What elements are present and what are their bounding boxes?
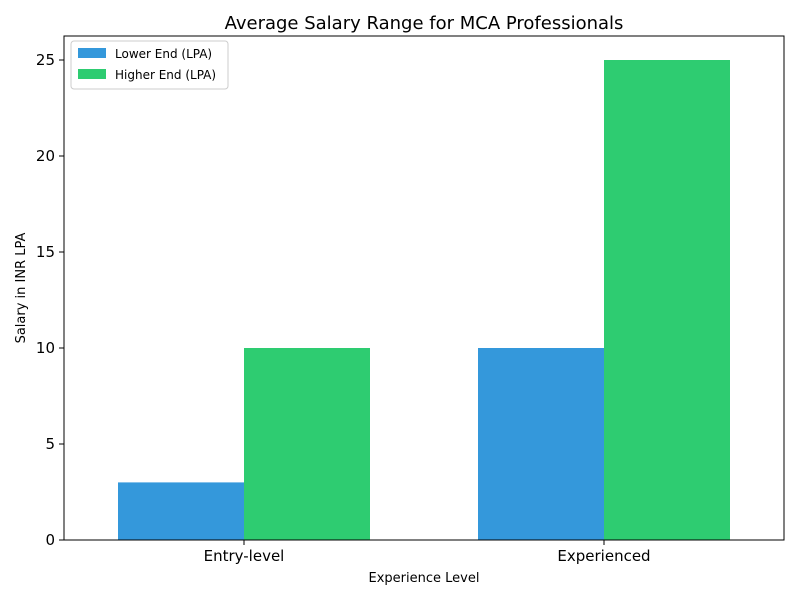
- x-tick-label: Experienced: [557, 547, 650, 565]
- x-axis: Entry-level Experienced: [204, 540, 651, 565]
- plot-frame: [63, 35, 785, 541]
- y-axis: 0 5 10 15 20 25: [36, 51, 64, 549]
- legend-label: Lower End (LPA): [115, 47, 212, 61]
- x-axis-label: Experience Level: [369, 571, 480, 586]
- y-tick-label: 15: [36, 243, 55, 261]
- bar-series2-experienced: [604, 60, 730, 540]
- y-axis-label: Salary in INR LPA: [14, 232, 29, 343]
- legend: Lower End (LPA) Higher End (LPA): [70, 40, 229, 90]
- x-tick-label: Entry-level: [204, 547, 285, 565]
- y-tick-label: 5: [45, 435, 55, 453]
- legend-label: Higher End (LPA): [115, 68, 216, 82]
- bars-group: [118, 60, 730, 540]
- legend-swatch: [78, 48, 106, 58]
- y-tick-label: 25: [36, 51, 55, 69]
- bar-series1-experienced: [478, 348, 604, 540]
- y-tick-label: 0: [45, 531, 55, 549]
- y-tick-label: 20: [36, 147, 55, 165]
- chart-title: Average Salary Range for MCA Professiona…: [225, 13, 624, 34]
- bar-series2-entry-level: [244, 348, 370, 540]
- y-tick-label: 10: [36, 339, 55, 357]
- legend-swatch: [78, 69, 106, 79]
- bar-series1-entry-level: [118, 482, 244, 540]
- legend-frame: [70, 40, 229, 90]
